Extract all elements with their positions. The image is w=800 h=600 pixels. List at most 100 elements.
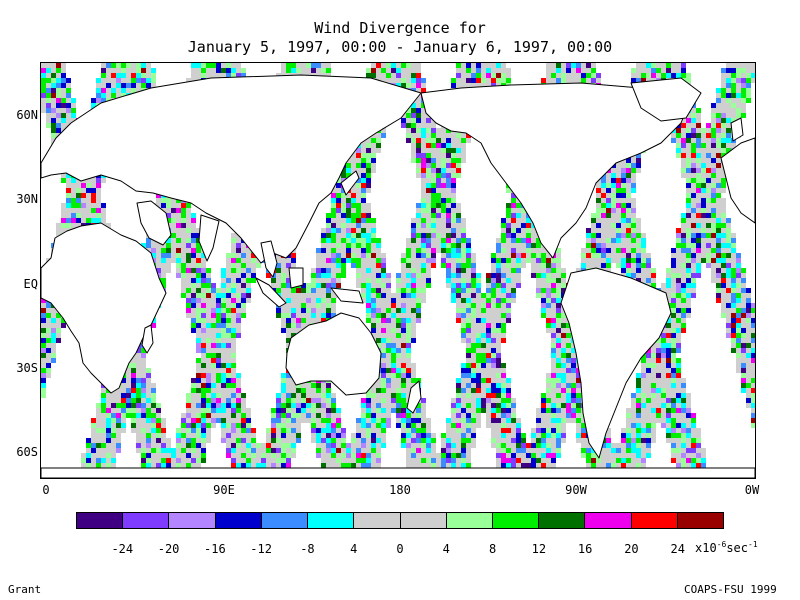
data-cell (541, 253, 546, 258)
data-cell (636, 163, 641, 168)
data-cell (521, 253, 526, 258)
data-cell (551, 303, 556, 308)
data-cell (506, 238, 511, 243)
data-cell (406, 293, 411, 298)
data-cell (446, 223, 451, 228)
data-cell (456, 133, 461, 138)
data-cell (56, 63, 61, 68)
data-cell (146, 63, 151, 68)
data-cell (311, 283, 316, 288)
data-cell (241, 243, 246, 248)
data-cell (461, 148, 466, 153)
data-cell (406, 323, 411, 328)
data-cell (226, 258, 231, 263)
data-cell (451, 83, 456, 88)
data-cell (741, 323, 746, 328)
data-cell (536, 278, 541, 283)
data-cell (501, 223, 506, 228)
data-cell (641, 238, 646, 243)
data-cell (726, 128, 731, 133)
data-cell (366, 278, 371, 283)
data-cell (406, 63, 411, 68)
data-cell (466, 133, 471, 138)
data-cell (411, 283, 416, 288)
data-cell (336, 223, 341, 228)
data-cell (666, 63, 671, 68)
data-cell (376, 63, 381, 68)
data-cell (66, 98, 71, 103)
data-cell (56, 108, 61, 113)
data-cell (401, 308, 406, 313)
data-cell (671, 138, 676, 143)
data-cell (436, 223, 441, 228)
data-cell (56, 318, 61, 323)
data-cell (676, 233, 681, 238)
data-cell (711, 228, 716, 233)
data-cell (61, 323, 66, 328)
data-cell (431, 178, 436, 183)
data-cell (596, 258, 601, 263)
data-cell (546, 308, 551, 313)
data-cell (136, 63, 141, 68)
data-cell (706, 218, 711, 223)
data-cell (686, 258, 691, 263)
data-cell (441, 183, 446, 188)
data-cell (716, 248, 721, 253)
data-cell (396, 313, 401, 318)
data-cell (476, 298, 481, 303)
data-cell (221, 298, 226, 303)
data-cell (346, 193, 351, 198)
data-cell (701, 178, 706, 183)
data-cell (636, 168, 641, 173)
data-cell (561, 73, 566, 78)
data-cell (371, 218, 376, 223)
data-cell (556, 258, 561, 263)
data-cell (386, 68, 391, 73)
data-cell (366, 288, 371, 293)
data-cell (196, 228, 201, 233)
data-cell (221, 313, 226, 318)
data-cell (291, 303, 296, 308)
data-cell (321, 288, 326, 293)
data-cell (741, 328, 746, 333)
data-cell (466, 78, 471, 83)
data-cell (511, 283, 516, 288)
data-cell (706, 133, 711, 138)
data-cell (481, 303, 486, 308)
data-cell (451, 233, 456, 238)
data-cell (436, 163, 441, 168)
data-cell (746, 298, 751, 303)
data-cell (541, 298, 546, 303)
data-cell (341, 223, 346, 228)
data-cell (321, 318, 326, 323)
data-cell (426, 163, 431, 168)
data-cell (246, 253, 251, 258)
data-cell (436, 148, 441, 153)
data-cell (416, 238, 421, 243)
data-cell (331, 223, 336, 228)
data-cell (726, 68, 731, 73)
data-cell (241, 263, 246, 268)
data-cell (81, 213, 86, 218)
data-cell (341, 248, 346, 253)
data-cell (686, 198, 691, 203)
data-cell (681, 128, 686, 133)
data-cell (176, 228, 181, 233)
data-cell (676, 133, 681, 138)
data-cell (651, 283, 656, 288)
data-cell (441, 158, 446, 163)
data-cell (706, 153, 711, 158)
data-cell (726, 133, 731, 138)
data-cell (721, 213, 726, 218)
data-cell (621, 213, 626, 218)
data-cell (691, 273, 696, 278)
data-cell (371, 273, 376, 278)
data-cell (466, 73, 471, 78)
data-cell (361, 233, 366, 238)
data-cell (376, 268, 381, 273)
data-cell (706, 263, 711, 268)
data-cell (231, 263, 236, 268)
data-cell (406, 138, 411, 143)
data-cell (726, 283, 731, 288)
data-cell (586, 78, 591, 83)
